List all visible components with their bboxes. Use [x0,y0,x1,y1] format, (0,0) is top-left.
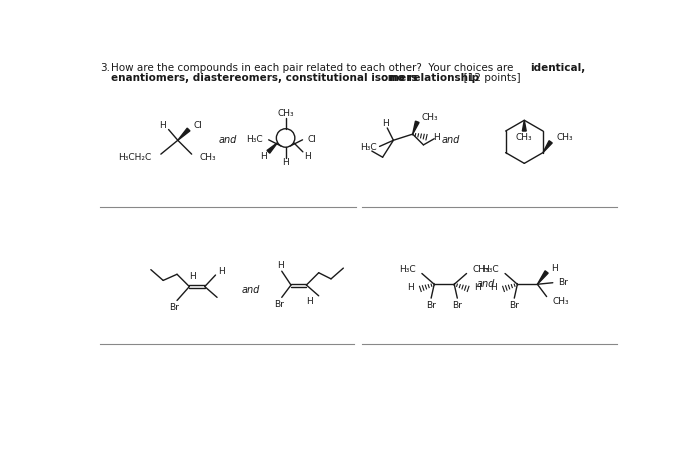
Text: H: H [189,272,196,281]
Polygon shape [178,128,190,140]
Text: Cl: Cl [193,121,202,130]
Text: CH₃: CH₃ [553,297,569,306]
Text: H: H [304,152,311,161]
Text: CH₃: CH₃ [277,109,294,118]
Text: Br: Br [426,300,436,309]
Text: and: and [218,135,237,145]
Text: CH₃: CH₃ [422,113,438,122]
Text: H: H [475,283,481,292]
Text: H: H [260,152,267,161]
Text: H: H [159,121,165,130]
Polygon shape [413,121,419,134]
Text: CH₃: CH₃ [556,133,573,142]
Text: identical,: identical, [530,63,585,73]
Text: Br: Br [169,303,179,312]
Text: Br: Br [510,300,519,309]
Text: H₃C: H₃C [246,135,262,144]
Text: H: H [282,158,289,167]
Text: H₃C: H₃C [482,265,499,274]
Text: H: H [433,133,440,142]
Polygon shape [538,271,548,284]
Text: and: and [241,285,260,295]
Polygon shape [267,143,278,153]
Text: H: H [276,261,284,270]
Text: . [12 points]: . [12 points] [457,72,521,82]
Text: H₃C: H₃C [360,143,377,152]
Text: and: and [477,279,495,289]
Text: H: H [382,119,389,128]
Text: no relationship: no relationship [389,72,479,82]
Text: H: H [491,283,497,292]
Text: H₃CH₂C: H₃CH₂C [118,153,152,162]
Text: 3.: 3. [100,63,110,73]
Text: Br: Br [274,300,284,309]
Text: H: H [306,298,313,307]
Text: H: H [552,264,558,273]
Text: enantiomers, diastereomers, constitutional isomers: enantiomers, diastereomers, constitution… [111,72,417,82]
Text: Br: Br [452,300,462,309]
Text: CH₃: CH₃ [516,133,533,142]
Text: H: H [218,267,225,276]
Text: How are the compounds in each pair related to each other?  Your choices are: How are the compounds in each pair relat… [111,63,517,73]
Polygon shape [543,141,552,153]
Text: CH₃: CH₃ [199,153,216,162]
Polygon shape [522,120,526,131]
Text: Br: Br [558,278,568,287]
Text: H₃C: H₃C [399,265,416,274]
Text: or: or [378,72,395,82]
Text: H: H [407,283,414,292]
Text: Cl: Cl [307,135,316,144]
Text: CH₃: CH₃ [473,265,489,274]
Text: and: and [441,135,460,145]
